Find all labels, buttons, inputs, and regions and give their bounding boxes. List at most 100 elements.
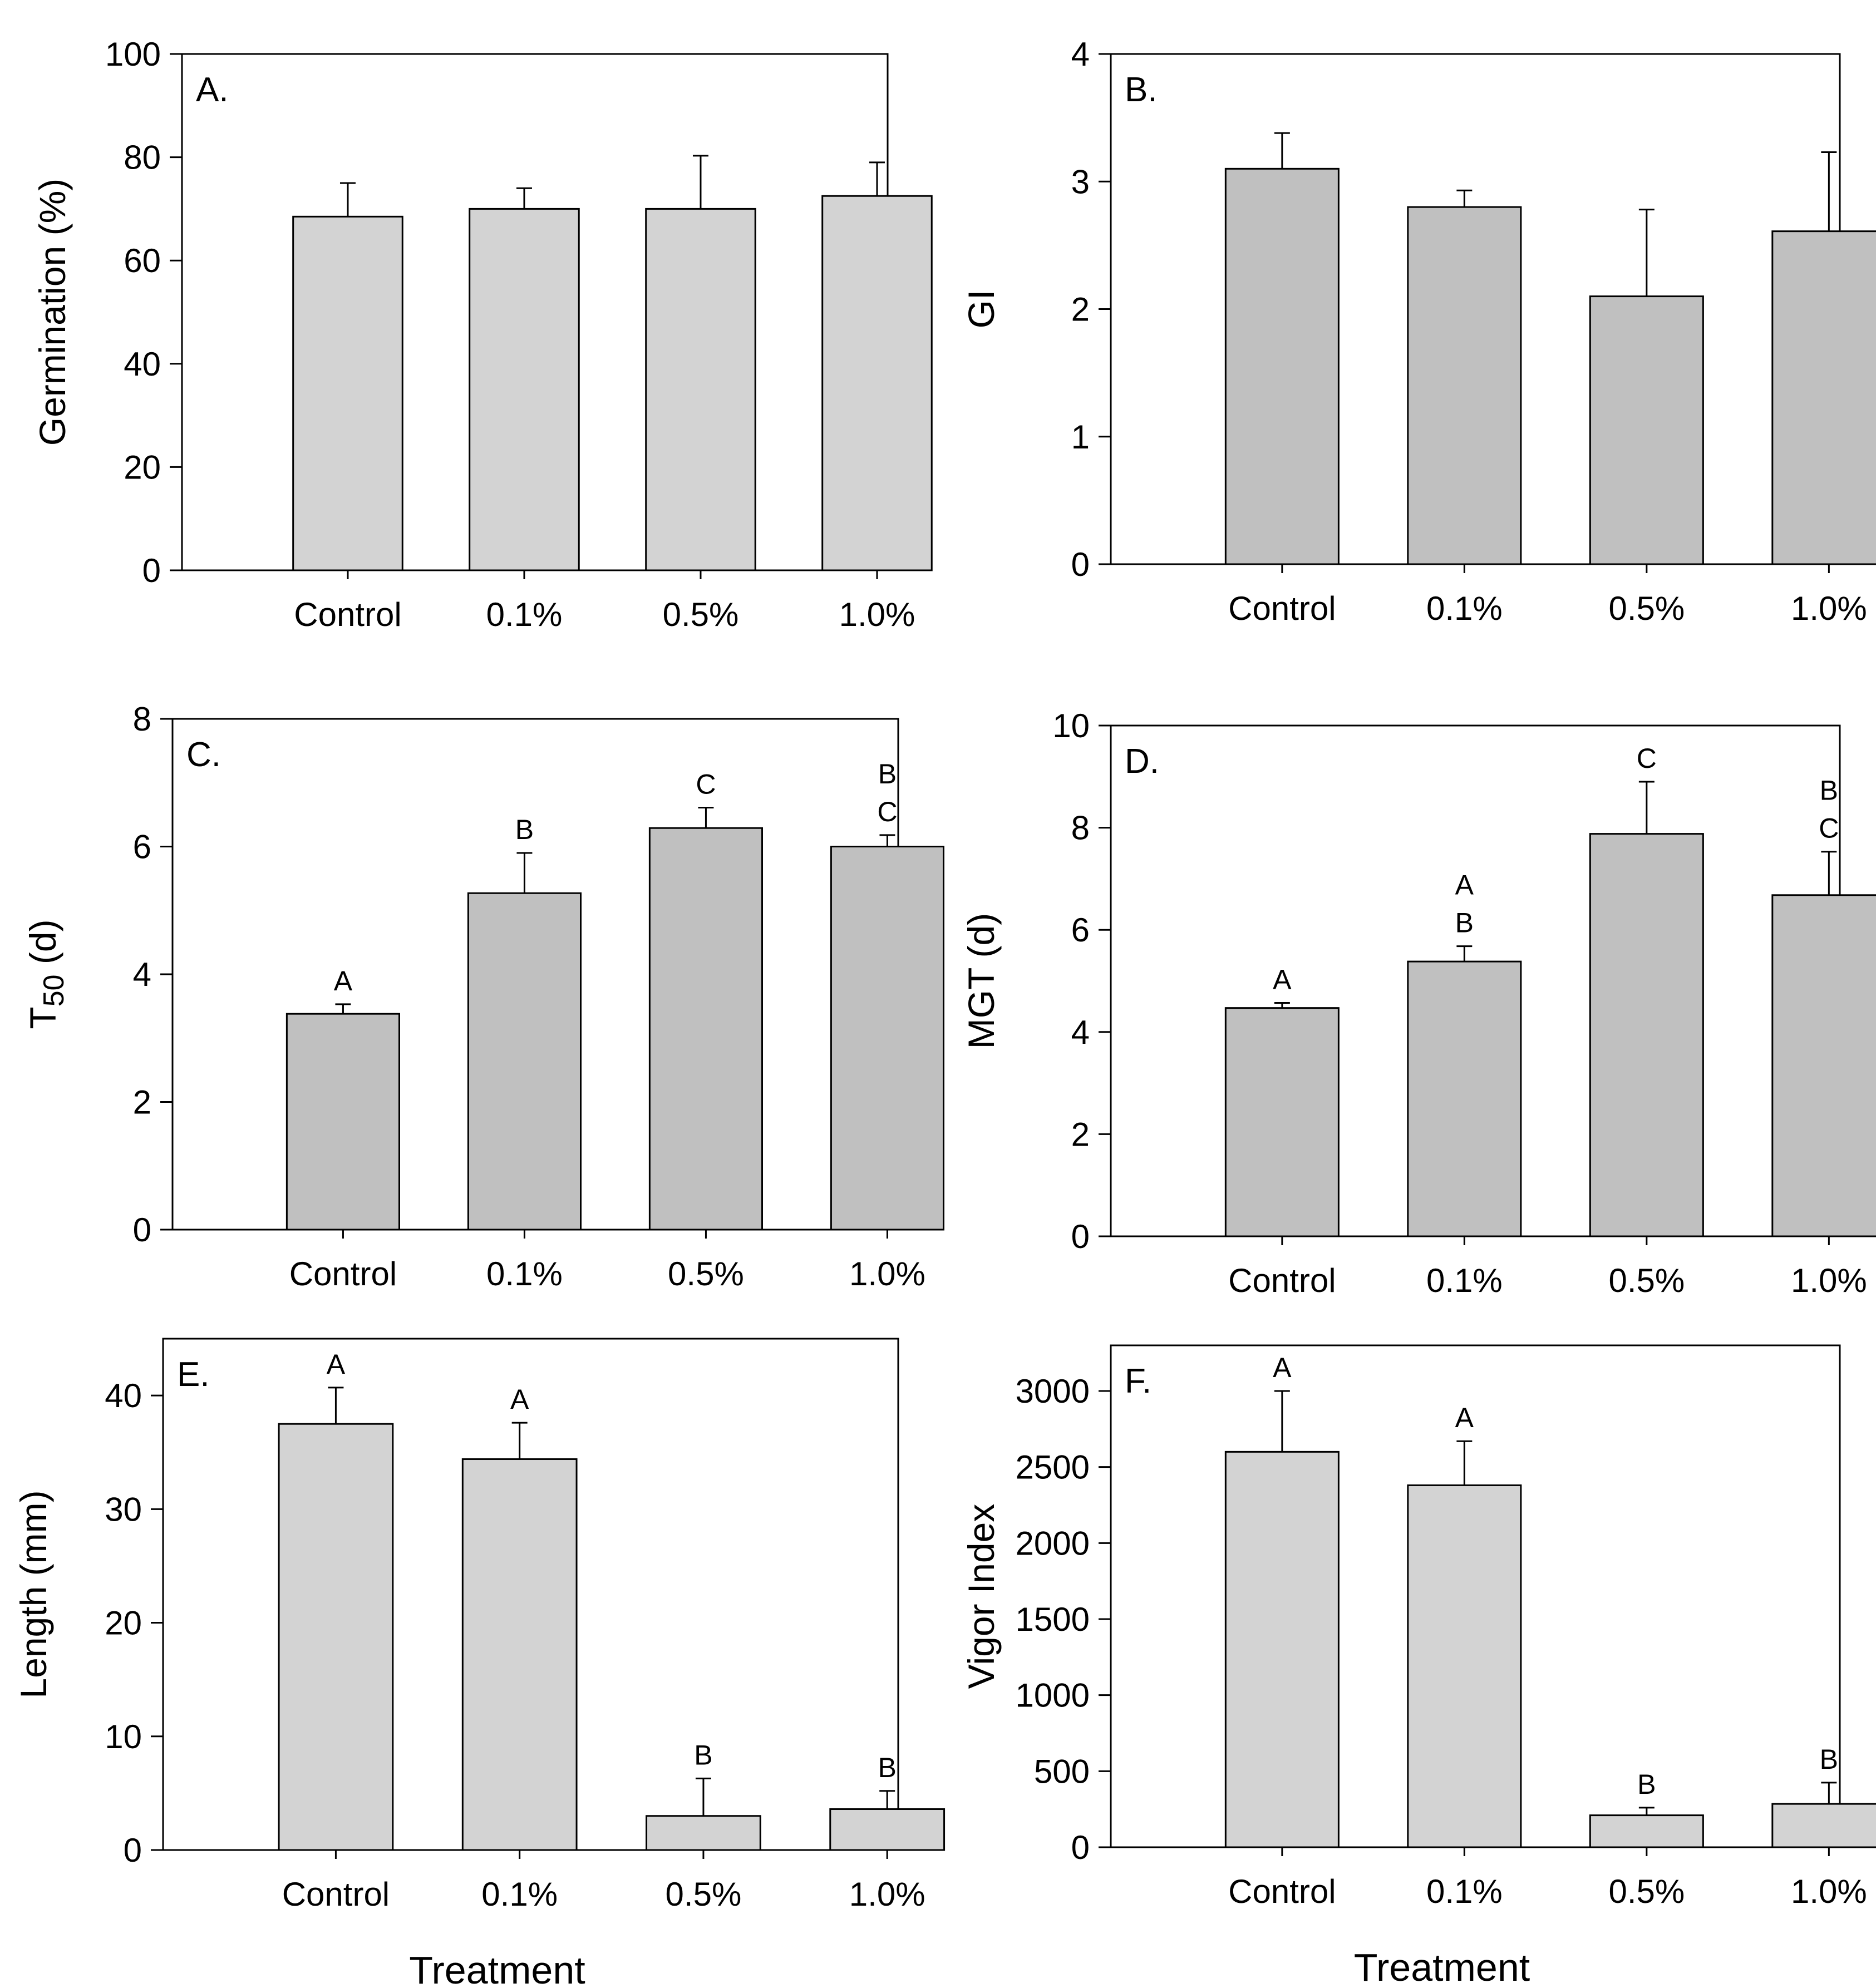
chart-panel-b: Control 0.1% 0.5% 1.0% 0 1 2 3 4 B. GI [961, 36, 1876, 627]
significance-letter: B [1637, 1769, 1656, 1800]
chart-panel-f: A Control A 0.1% B 0.5% B 1.0% 0 500 1000 1500 2000 2… [961, 1344, 1876, 1988]
y-tick-label: 100 [105, 36, 161, 73]
x-tick-label: 0.1% [481, 1876, 558, 1913]
panel-label: C. [186, 736, 221, 774]
x-tick-label: 1.0% [849, 1255, 925, 1293]
y-tick-label: 20 [105, 1605, 142, 1642]
x-tick-label: 0.5% [663, 596, 739, 633]
bar-3 [1589, 295, 1704, 565]
bar-1 [1224, 1451, 1340, 1848]
y-tick-label: 3 [1071, 163, 1090, 200]
y-tick-label: 0 [133, 1211, 151, 1249]
significance-letter: A [1455, 1402, 1474, 1433]
y-axis-label: Length (mm) [13, 1490, 54, 1698]
y-axis-label: GI [961, 290, 1002, 329]
bar-2 [1407, 960, 1522, 1237]
x-tick-label: 0.5% [668, 1255, 744, 1293]
y-axis-label: T50 (d) [22, 919, 70, 1029]
y-tick-label: 30 [105, 1491, 142, 1528]
y-tick-label: 4 [1071, 36, 1090, 73]
y-tick-label: 6 [1071, 911, 1090, 949]
x-tick-label: Control [294, 596, 401, 633]
y-tick-label: 4 [1071, 1014, 1090, 1051]
x-tick-label: 0.5% [1608, 1873, 1685, 1910]
y-tick-label: 0 [1071, 546, 1090, 583]
panel-label: F. [1125, 1362, 1151, 1400]
bar-1 [1224, 167, 1340, 565]
x-tick-label: 0.1% [486, 596, 563, 633]
bar-4 [1771, 230, 1876, 565]
x-tick-label: 1.0% [1791, 1873, 1867, 1910]
x-tick-label: 1.0% [1791, 590, 1867, 627]
y-tick-label: 8 [133, 701, 151, 738]
y-axis-label: MGT (d) [961, 913, 1002, 1049]
x-tick-label: Control [1228, 1873, 1336, 1910]
y-tick-label: 2 [1071, 1116, 1090, 1153]
y-axis-label: Germination (%) [32, 179, 73, 446]
bar-4 [821, 195, 933, 571]
significance-letter: C [1637, 743, 1657, 774]
x-tick-label: 1.0% [1791, 1262, 1867, 1299]
panel-label: A. [196, 71, 229, 109]
y-tick-label: 0 [1071, 1829, 1090, 1866]
significance-letter: C [696, 769, 716, 800]
significance-letter: B [515, 814, 534, 845]
bar-4 [830, 846, 944, 1231]
y-tick-label: 500 [1034, 1753, 1090, 1790]
x-tick-label: 1.0% [849, 1876, 925, 1913]
x-tick-label: 0.1% [1426, 1262, 1503, 1299]
significance-letter: A [1273, 1352, 1292, 1383]
chart-panel-e: A Control A 0.1% B 0.5% B 1.0% 0 10 20 30 40 E. Length… [13, 1338, 946, 1988]
y-tick-label: 10 [105, 1718, 142, 1755]
y-tick-label: 10 [1052, 707, 1090, 744]
significance-letter: B [878, 758, 897, 790]
y-tick-label: 2 [133, 1084, 151, 1121]
significance-letter: B [1820, 775, 1838, 806]
bar-3 [645, 208, 756, 571]
x-tick-label: Control [282, 1876, 390, 1913]
panel-label: E. [177, 1355, 210, 1394]
bar-3 [1589, 1814, 1704, 1848]
bar-1 [278, 1423, 394, 1851]
y-axis-label: Vigor Index [961, 1504, 1002, 1689]
panel-label: D. [1125, 742, 1159, 781]
y-tick-label: 2500 [1016, 1449, 1090, 1486]
y-tick-label: 0 [142, 552, 161, 589]
bar-3 [1589, 833, 1704, 1237]
y-tick-label: 40 [124, 346, 161, 383]
bar-1 [1224, 1007, 1340, 1237]
significance-letter: B [1455, 907, 1474, 939]
significance-letter: B [694, 1739, 712, 1770]
y-tick-label: 0 [124, 1832, 142, 1869]
significance-letter: A [327, 1349, 346, 1380]
panel-label: B. [1125, 71, 1158, 109]
x-tick-label: 0.5% [666, 1876, 742, 1913]
significance-letter: B [878, 1752, 897, 1783]
y-tick-label: 4 [133, 956, 151, 993]
bar-1 [285, 1013, 400, 1231]
x-tick-label: 1.0% [839, 596, 915, 633]
x-axis-label: Treatment [409, 1948, 585, 1988]
bar-2 [461, 1458, 578, 1851]
x-tick-label: 0.5% [1608, 590, 1685, 627]
x-tick-label: Control [1228, 1262, 1336, 1299]
bar-2 [469, 208, 580, 571]
x-tick-label: Control [289, 1255, 397, 1293]
x-axis-label: Treatment [1354, 1946, 1530, 1988]
bar-2 [1407, 1484, 1522, 1848]
bar-4 [1771, 894, 1876, 1237]
y-tick-label: 80 [124, 139, 161, 176]
x-tick-label: 0.1% [1426, 1873, 1503, 1910]
y-tick-label: 1500 [1016, 1601, 1090, 1638]
bar-1 [292, 215, 403, 571]
y-tick-label: 1 [1071, 418, 1090, 456]
y-tick-label: 3000 [1016, 1373, 1090, 1410]
chart-panel-a: Control 0.1% 0.5% 1.0% 0 20 40 60 80 100 A. Germina… [32, 36, 933, 633]
x-tick-label: 0.5% [1608, 1262, 1685, 1299]
y-tick-label: 0 [1071, 1218, 1090, 1255]
significance-letter: B [1820, 1744, 1838, 1775]
bar-2 [1407, 206, 1522, 565]
